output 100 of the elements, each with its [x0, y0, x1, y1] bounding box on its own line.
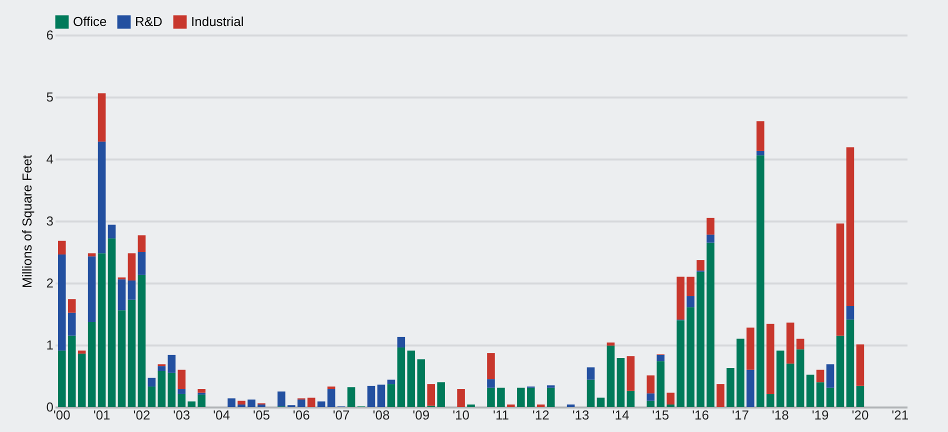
bar: [168, 354, 176, 373]
bar: [546, 388, 555, 407]
legend-label: R&D: [135, 14, 162, 29]
bar: [686, 296, 694, 308]
bar: [686, 307, 694, 407]
x-tick-label: '11: [492, 408, 509, 422]
bar: [586, 367, 595, 380]
bar: [487, 353, 495, 380]
bar: [98, 142, 106, 254]
bar: [686, 276, 694, 296]
bar: [846, 306, 854, 320]
bar: [397, 347, 406, 407]
bar: [178, 389, 186, 394]
bar: [706, 218, 714, 235]
bar: [138, 252, 146, 275]
bar: [317, 401, 326, 407]
bar: [128, 253, 136, 281]
bar: [626, 390, 635, 407]
bar: [796, 349, 804, 407]
bar: [58, 240, 66, 254]
bar: [88, 256, 96, 322]
bar: [746, 328, 754, 370]
bar: [128, 300, 136, 407]
bar: [297, 400, 306, 407]
bar: [487, 379, 495, 388]
x-tick-label: '21: [892, 408, 909, 422]
bar: [836, 223, 844, 336]
x-tick-label: '00: [53, 408, 70, 422]
bar: [188, 401, 196, 407]
bar: [766, 324, 774, 394]
y-tick-label: 1: [46, 338, 54, 352]
bar: [706, 234, 714, 243]
bar: [836, 336, 844, 407]
x-tick-label: '08: [372, 408, 390, 422]
y-tick-label: 5: [46, 90, 54, 104]
x-tick-label: '13: [572, 408, 590, 422]
bar: [417, 359, 426, 407]
bar: [487, 388, 495, 407]
bar: [68, 312, 76, 336]
bar: [88, 322, 96, 407]
x-tick-label: '19: [812, 408, 829, 422]
bar: [437, 382, 445, 407]
bar: [307, 398, 316, 407]
bar: [108, 238, 116, 407]
bar: [666, 392, 674, 405]
bar: [377, 384, 386, 407]
bar: [497, 388, 505, 407]
x-tick-label: '18: [772, 408, 789, 422]
bar: [178, 394, 186, 407]
bar: [148, 378, 156, 387]
bar: [108, 224, 116, 238]
bar: [178, 370, 186, 390]
bar: [756, 121, 764, 151]
bar: [278, 392, 286, 406]
bar: [846, 320, 854, 407]
bar: [696, 260, 704, 271]
bar: [756, 150, 764, 156]
bar: [606, 342, 615, 346]
bar: [646, 375, 655, 394]
bar: [118, 279, 126, 310]
bar: [98, 93, 106, 142]
x-tick-label: '14: [612, 408, 630, 422]
bar: [78, 354, 86, 407]
bar: [856, 344, 864, 386]
x-tick-label: '07: [332, 408, 350, 422]
x-tick-label: '09: [412, 408, 430, 422]
bar: [616, 358, 625, 407]
x-tick-label: '03: [173, 408, 190, 422]
bar: [776, 350, 784, 407]
legend-label: Industrial: [191, 14, 244, 29]
bar: [58, 254, 66, 351]
x-tick-label: '15: [652, 408, 670, 422]
bar: [806, 374, 814, 407]
bar: [68, 336, 76, 407]
bar: [168, 372, 176, 407]
x-tick-label: '12: [532, 408, 550, 422]
x-tick-label: '02: [133, 408, 150, 422]
bar: [138, 274, 146, 407]
bar: [646, 400, 655, 407]
bar: [327, 386, 336, 390]
bar: [148, 386, 156, 407]
bar: [387, 384, 396, 407]
bar: [347, 387, 356, 407]
bar: [457, 389, 465, 407]
bar: [327, 389, 336, 407]
bar: [546, 385, 555, 388]
x-tick-label: '16: [692, 408, 710, 422]
bar: [706, 242, 714, 407]
bar: [138, 235, 146, 252]
legend-label: Office: [73, 14, 107, 29]
bar: [596, 398, 605, 407]
bar: [656, 361, 665, 407]
bar: [736, 338, 744, 407]
bar: [676, 276, 684, 320]
bar: [846, 147, 854, 306]
bar: [198, 394, 206, 407]
bar: [387, 380, 396, 384]
bar: [88, 253, 96, 256]
bar: [586, 380, 595, 407]
bar: [856, 386, 864, 407]
